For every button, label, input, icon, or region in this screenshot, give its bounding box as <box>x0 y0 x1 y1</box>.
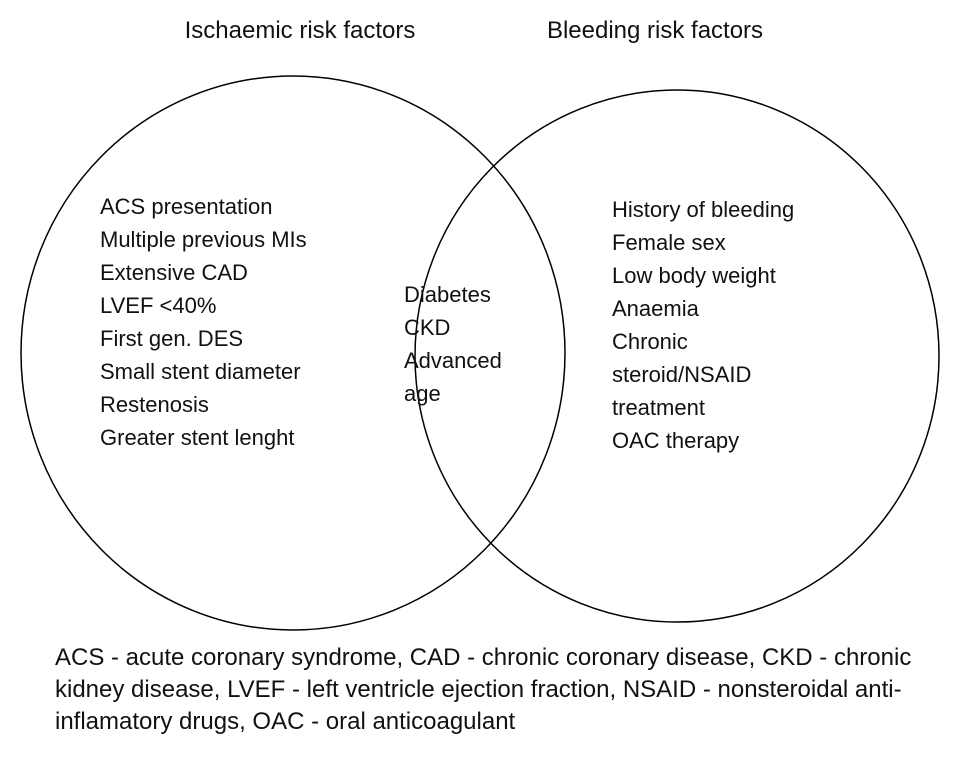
list-item: OAC therapy <box>612 428 740 453</box>
list-item: LVEF <40% <box>100 293 217 318</box>
list-item: Anaemia <box>612 296 699 321</box>
abbreviation-legend: ACS - acute coronary syndrome, CAD - chr… <box>55 644 912 735</box>
list-item: First gen. DES <box>100 326 244 351</box>
list-item: Chronic steroid/NSAID treatment <box>612 329 752 420</box>
list-item: Restenosis <box>100 392 209 417</box>
list-item: Greater stent lenght <box>100 425 295 450</box>
list-item: Advanced age <box>404 348 502 406</box>
left-circle-title: Ischaemic risk factors <box>184 17 416 44</box>
list-item: CKD <box>404 315 451 340</box>
bleeding-risk-factors-list: History of bleeding Female sex Low body we… <box>612 193 817 457</box>
list-item: Female sex <box>612 230 726 255</box>
list-item: History of bleeding <box>612 197 795 222</box>
list-item: ACS presentation <box>100 194 273 219</box>
right-circle-title: Bleeding risk factors <box>546 17 764 44</box>
list-item: Diabetes <box>404 282 491 307</box>
ischaemic-risk-factors-list: ACS presentation Multiple previous MIs Ext… <box>100 190 355 454</box>
shared-risk-factors-list: Diabetes CKD Advanced age <box>404 278 526 410</box>
list-item: Multiple previous MIs <box>100 227 307 252</box>
list-item: Low body weight <box>612 263 776 288</box>
list-item: Extensive CAD <box>100 260 248 285</box>
list-item: Small stent diameter <box>100 359 301 384</box>
